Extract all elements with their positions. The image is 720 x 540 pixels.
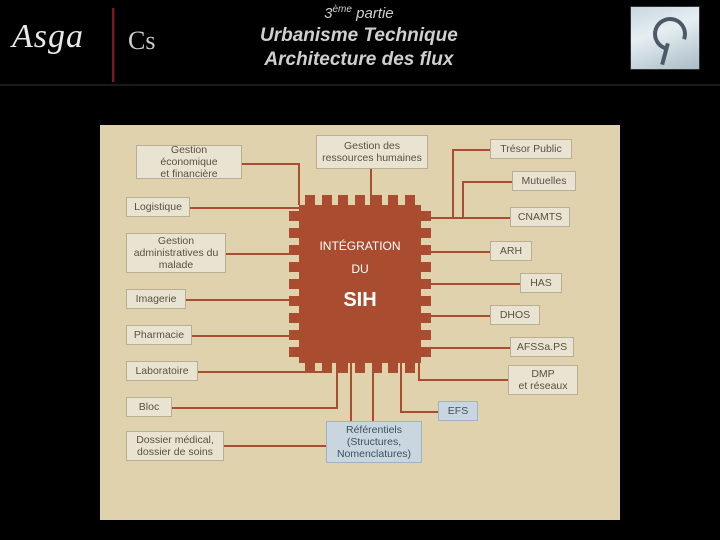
- hub-line1: INTÉGRATION: [299, 235, 421, 258]
- connector: [462, 181, 464, 219]
- logo-text: Asga: [12, 18, 84, 56]
- stethoscope-icon: [630, 6, 700, 70]
- title-main: Urbanisme Technique Architecture des flu…: [260, 24, 458, 72]
- connector: [452, 149, 454, 219]
- connector: [421, 347, 510, 349]
- box-ref: Référentiels(Structures,Nomenclatures): [326, 421, 422, 463]
- box-log: Logistique: [126, 197, 190, 217]
- connector: [172, 407, 338, 409]
- box-img: Imagerie: [126, 289, 186, 309]
- box-dhos: DHOS: [490, 305, 540, 325]
- logo-subtext: Cs: [128, 26, 155, 56]
- box-dmp: DMPet réseaux: [508, 365, 578, 395]
- box-cnam: CNAMTS: [510, 207, 570, 227]
- connector: [186, 299, 299, 301]
- header-rule: [0, 84, 720, 86]
- hub-integration-sih: INTÉGRATION DU SIH: [299, 205, 421, 363]
- box-efs: EFS: [438, 401, 478, 421]
- header-divider: [112, 8, 115, 82]
- part-line: 3ème partie: [260, 4, 458, 22]
- hub-line2: DU: [299, 258, 421, 281]
- title-line2: Architecture des flux: [264, 49, 453, 70]
- connector: [298, 163, 300, 205]
- connector: [452, 149, 490, 151]
- title-block: 3ème partie Urbanisme Technique Architec…: [260, 4, 458, 72]
- title-line1: Urbanisme Technique: [260, 25, 458, 46]
- connector: [462, 181, 512, 183]
- box-gadm: Gestionadministratives dumalade: [126, 233, 226, 273]
- box-geco: Gestion économiqueet financière: [136, 145, 242, 179]
- connector: [421, 217, 510, 219]
- box-phar: Pharmacie: [126, 325, 192, 345]
- header: Asga Cs 3ème partie Urbanisme Technique …: [0, 0, 720, 90]
- box-arh: ARH: [490, 241, 532, 261]
- part-sup: ème: [332, 4, 351, 15]
- box-mut: Mutuelles: [512, 171, 576, 191]
- box-grh: Gestion desressources humaines: [316, 135, 428, 169]
- connector: [421, 315, 490, 317]
- connector: [418, 379, 508, 381]
- box-tres: Trésor Public: [490, 139, 572, 159]
- connector: [190, 207, 299, 209]
- connector: [418, 363, 420, 379]
- connector: [192, 335, 299, 337]
- box-afss: AFSSa.PS: [510, 337, 574, 357]
- hub-text: INTÉGRATION DU SIH: [299, 235, 421, 319]
- connector: [421, 251, 490, 253]
- box-dmed: Dossier médical,dossier de soins: [126, 431, 224, 461]
- box-has: HAS: [520, 273, 562, 293]
- box-bloc: Bloc: [126, 397, 172, 417]
- part-suffix: partie: [352, 5, 394, 22]
- connector: [421, 283, 520, 285]
- box-labo: Laboratoire: [126, 361, 198, 381]
- connector: [242, 163, 300, 165]
- flow-diagram: INTÉGRATION DU SIH Gestion économiqueet …: [100, 125, 620, 520]
- hub-line3: SIH: [299, 281, 421, 319]
- connector: [400, 363, 402, 411]
- connector: [400, 411, 438, 413]
